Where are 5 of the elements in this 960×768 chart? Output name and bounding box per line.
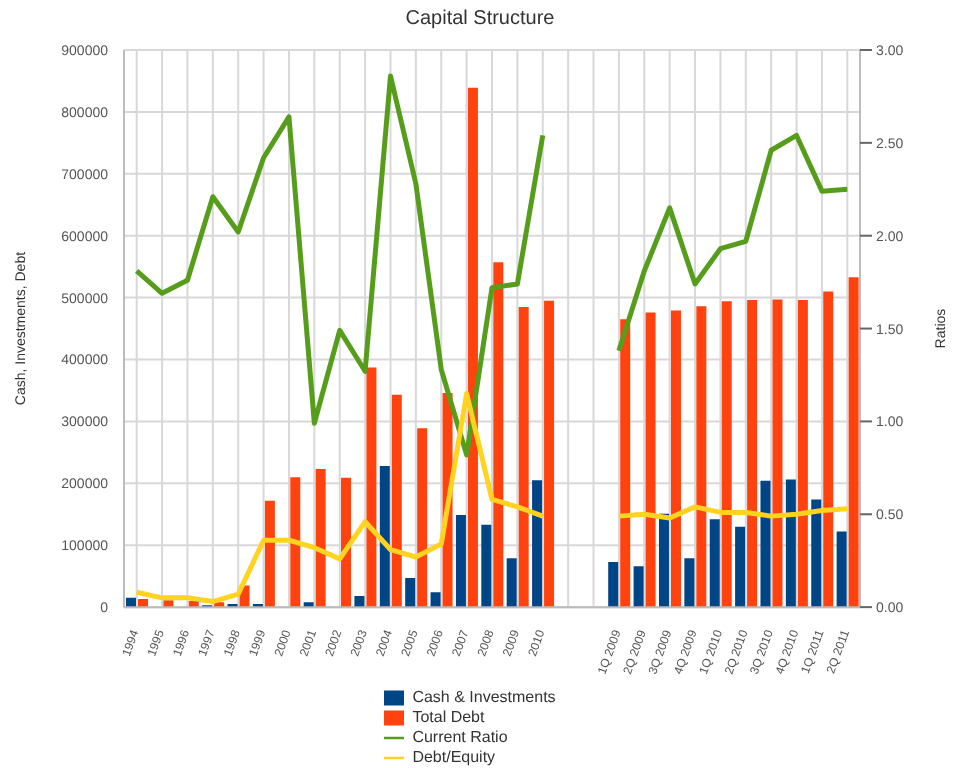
legend-label: Total Debt	[412, 707, 485, 726]
chart-title: Capital Structure	[403, 6, 557, 34]
legend-label: Cash & Investments	[412, 687, 556, 706]
legend-label: Current Ratio	[412, 727, 508, 746]
legend-label: Debt/Equity	[412, 748, 496, 766]
